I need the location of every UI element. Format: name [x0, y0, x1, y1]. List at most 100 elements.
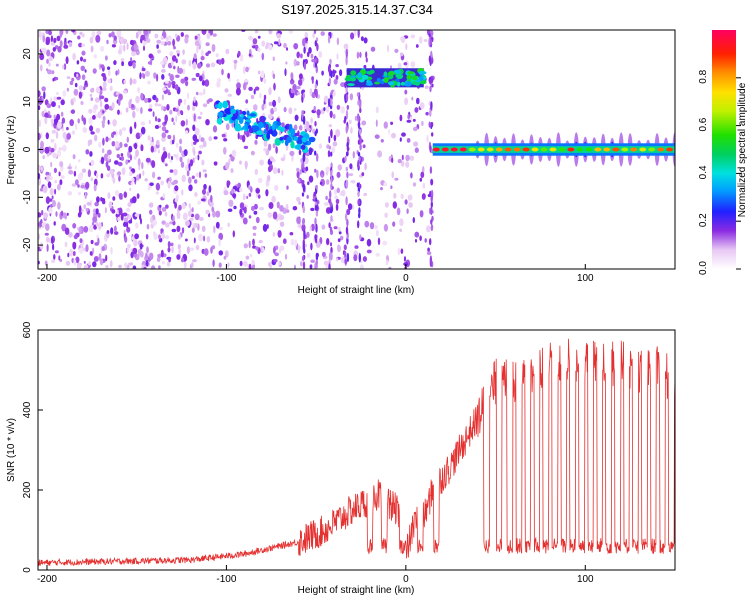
noise-blob [218, 238, 221, 247]
noise-blob [78, 91, 83, 99]
spectrogram-y-label: Frequency (Hz) [6, 116, 17, 185]
noise-blob [399, 228, 402, 232]
noise-blob [333, 188, 338, 195]
noise-blob [337, 164, 343, 171]
noise-blob [277, 96, 281, 104]
noise-blob [245, 99, 249, 104]
noise-blob [259, 159, 264, 166]
noise-blob [308, 47, 312, 54]
noise-blob [149, 209, 153, 215]
noise-blob [43, 212, 49, 219]
noise-blob [90, 239, 94, 245]
upper-band-blob [396, 81, 401, 87]
noise-blob [106, 39, 109, 45]
noise-blob [100, 197, 103, 202]
upper-band-blob [419, 79, 427, 85]
noise-blob [192, 124, 196, 132]
noise-blob [205, 209, 210, 215]
noise-blob [119, 111, 123, 116]
noise-blob [225, 162, 230, 170]
noise-blob [218, 250, 224, 256]
noise-blob [38, 105, 41, 110]
noise-blob [80, 184, 85, 189]
noise-blob [198, 216, 204, 221]
noise-blob [420, 171, 425, 178]
band-blob [249, 113, 257, 117]
noise-blob [263, 139, 268, 147]
noise-blob [88, 108, 93, 114]
noise-blob [83, 117, 87, 126]
noise-blob [49, 188, 54, 196]
noise-blob [157, 103, 162, 107]
noise-blob [208, 136, 212, 142]
noise-blob [319, 181, 323, 185]
noise-blob [67, 252, 70, 258]
noise-blob [45, 40, 50, 46]
noise-blob [306, 51, 310, 58]
noise-blob [47, 69, 52, 75]
noise-blob [108, 137, 111, 141]
noise-blob [101, 246, 106, 252]
noise-blob [309, 264, 313, 269]
noise-blob [326, 238, 330, 246]
noise-blob [88, 261, 91, 266]
noise-blob [132, 265, 137, 269]
noise-streak [330, 169, 333, 178]
noise-blob [207, 50, 211, 54]
spectrogram-feature-noise-field [38, 30, 435, 269]
noise-blob [194, 213, 200, 221]
noise-streak [302, 218, 305, 226]
noise-blob [132, 78, 137, 85]
line-peak [432, 147, 440, 152]
noise-blob [293, 107, 297, 112]
noise-blob [346, 208, 351, 216]
noise-blob [369, 222, 375, 230]
noise-blob [89, 151, 93, 157]
noise-streak [430, 122, 434, 127]
noise-blob [155, 97, 159, 103]
noise-blob [66, 87, 70, 92]
noise-blob [96, 172, 99, 179]
noise-blob [277, 230, 282, 238]
noise-blob [421, 193, 426, 200]
noise-blob [115, 189, 120, 197]
noise-blob [96, 196, 100, 203]
noise-blob [213, 161, 218, 166]
noise-blob [306, 127, 311, 132]
noise-streak [346, 146, 350, 152]
noise-blob [185, 164, 190, 172]
noise-blob [150, 265, 156, 269]
noise-blob [421, 166, 425, 174]
band-blob [256, 130, 262, 135]
noise-blob [273, 247, 276, 254]
noise-blob [290, 89, 295, 94]
noise-blob [397, 158, 402, 164]
noise-blob [185, 80, 189, 87]
noise-blob [255, 246, 259, 251]
noise-blob [117, 97, 121, 106]
noise-blob [237, 132, 240, 140]
band-blob [269, 128, 273, 135]
noise-blob [180, 78, 186, 84]
noise-blob [62, 64, 65, 70]
noise-blob [191, 227, 195, 233]
snr-axes-frame [37, 329, 676, 571]
noise-blob [274, 252, 280, 257]
noise-blob [318, 51, 323, 58]
noise-blob [165, 204, 169, 209]
noise-blob [290, 238, 295, 246]
noise-streak [316, 153, 319, 162]
noise-blob [153, 72, 157, 79]
noise-blob [226, 180, 231, 186]
noise-blob [78, 247, 84, 254]
noise-blob [175, 74, 180, 79]
noise-blob [275, 146, 278, 154]
noise-blob [333, 134, 337, 142]
noise-blob [161, 87, 167, 91]
noise-blob [42, 47, 47, 55]
noise-streak [429, 39, 432, 46]
band-blob [222, 101, 228, 109]
noise-blob [412, 118, 416, 122]
snr-x-tick-label: -200 [37, 574, 57, 585]
noise-blob [411, 96, 414, 101]
